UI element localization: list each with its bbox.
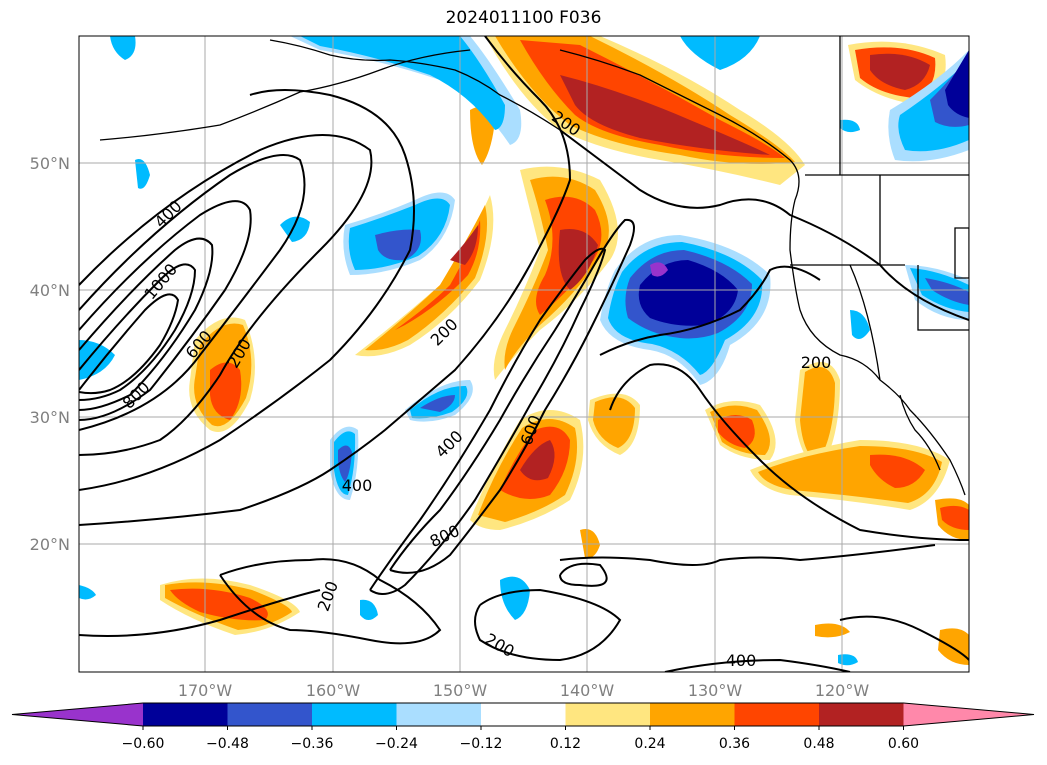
colorbar-tick-label: 0.48 xyxy=(803,736,834,752)
latitude-labels: 50°N 40°N 30°N 20°N xyxy=(30,154,70,554)
colorbar-tick-label: 0.24 xyxy=(634,736,665,752)
colorbar-tick-label: −0.36 xyxy=(291,736,334,752)
longitude-labels: 170°W 160°W 150°W 140°W 130°W 120°W xyxy=(178,681,870,700)
lon-label: 150°W xyxy=(433,681,488,700)
colorbar-tick-label: −0.12 xyxy=(460,736,503,752)
colorbar-extend-high xyxy=(903,703,1034,726)
lat-label: 30°N xyxy=(30,408,70,427)
colorbar-tick-label: 0.60 xyxy=(888,736,919,752)
colorbar-segment xyxy=(819,703,904,726)
lon-label: 120°W xyxy=(815,681,870,700)
colorbar-segment xyxy=(734,703,820,726)
colorbar-segment xyxy=(396,703,482,726)
map-title: 2024011100 F036 xyxy=(445,8,602,28)
contour-label: 200 xyxy=(801,353,832,372)
lat-label: 50°N xyxy=(30,154,70,173)
colorbar-tick-label: −0.48 xyxy=(206,736,249,752)
blue-shading xyxy=(79,36,969,666)
colorbar-tick-label: −0.24 xyxy=(375,736,418,752)
colorbar-segment xyxy=(227,703,313,726)
colorbar-tick-label: 0.36 xyxy=(719,736,750,752)
contour-lines xyxy=(79,36,969,672)
lon-label: 140°W xyxy=(560,681,615,700)
lon-label: 160°W xyxy=(306,681,361,700)
lon-label: 130°W xyxy=(688,681,743,700)
colorbar-segment xyxy=(565,703,651,726)
colorbar-extend-low xyxy=(12,703,143,726)
contour-label: 200 xyxy=(482,629,518,661)
colorbar-segment xyxy=(143,703,228,726)
colorbar-tick-label: −0.60 xyxy=(122,736,165,752)
contour-label: 200 xyxy=(314,579,342,614)
lon-label: 170°W xyxy=(178,681,233,700)
contour-label: 400 xyxy=(151,197,186,232)
contour-label: 400 xyxy=(342,476,373,495)
lat-label: 20°N xyxy=(30,535,70,554)
colorbar: −0.60 −0.48 −0.36 −0.24 −0.12 0.12 0.24 0.36 0.4… xyxy=(11,702,1035,752)
colorbar-segment xyxy=(650,703,735,726)
coastlines xyxy=(99,36,969,496)
colorbar-segment xyxy=(312,703,397,726)
map-frame xyxy=(78,35,970,673)
lat-label: 40°N xyxy=(30,281,70,300)
map-field xyxy=(79,36,969,672)
contour-label: 400 xyxy=(726,651,757,670)
colorbar-segment xyxy=(481,703,566,726)
colorbar-tick-label: 0.12 xyxy=(550,736,581,752)
